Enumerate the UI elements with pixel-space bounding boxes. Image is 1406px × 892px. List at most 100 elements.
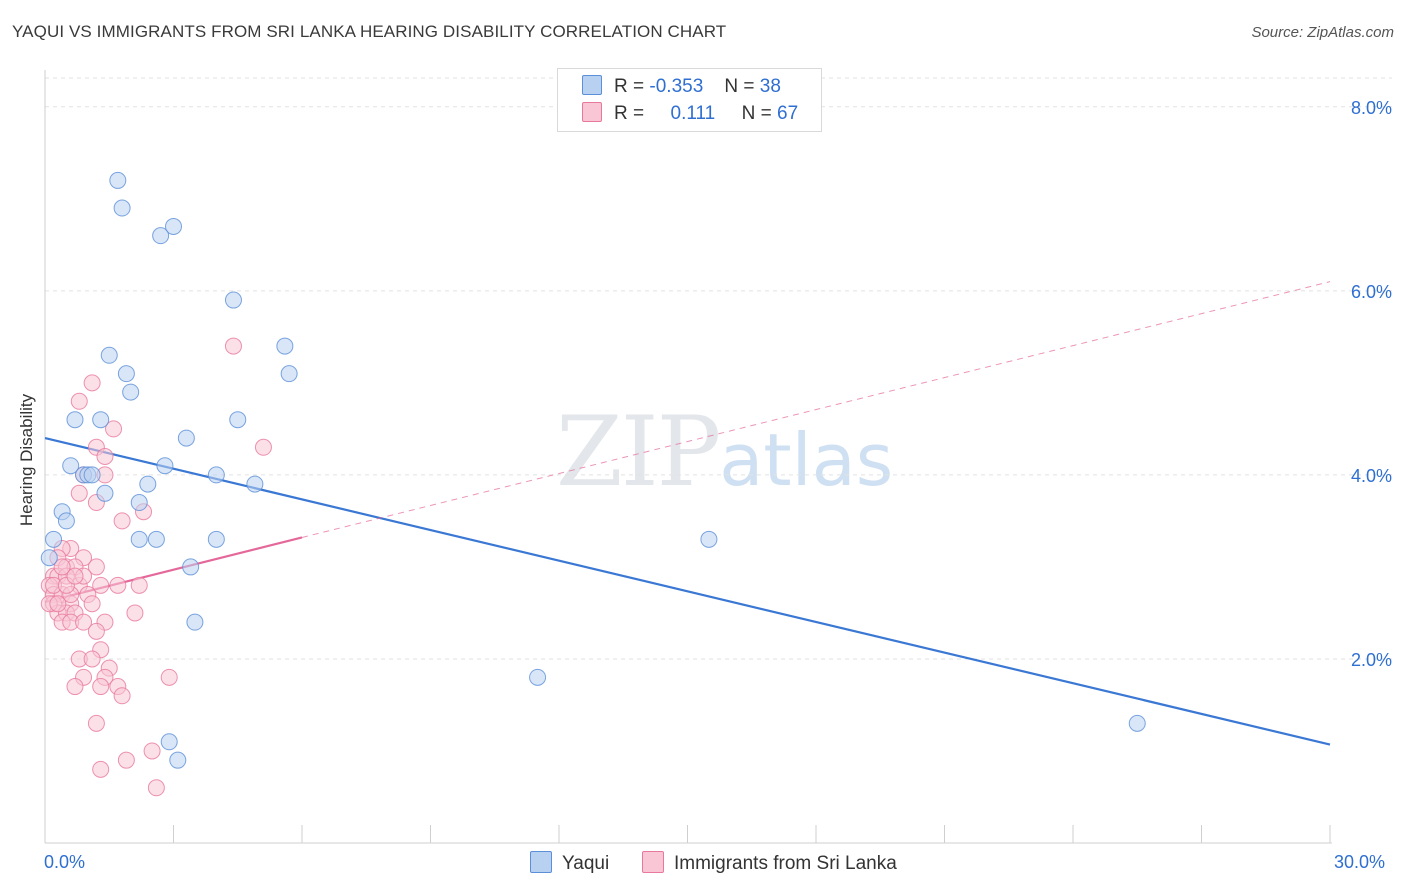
yaqui-point [57, 512, 75, 530]
legend-n-label: N = [741, 103, 772, 124]
yaqui-point [280, 365, 298, 383]
y-tick-label: 2.0% [1351, 650, 1392, 670]
srilanka-point [66, 678, 84, 696]
yaqui-point [66, 411, 84, 429]
bottom-legend-yaqui: Yaqui [530, 851, 609, 875]
axes [44, 70, 1332, 844]
yaqui-point [130, 530, 148, 548]
srilanka-point [113, 512, 131, 530]
yaqui-point [92, 411, 110, 429]
srilanka-point [109, 576, 127, 594]
yaqui-point [122, 383, 140, 401]
x-tick-label-min: 0.0% [44, 852, 86, 872]
bottom-legend-srilanka: Immigrants from Sri Lanka [642, 851, 897, 875]
yaqui-point [62, 457, 80, 475]
yaqui-point [45, 530, 63, 548]
source-label: Source: ZipAtlas.com [1251, 24, 1394, 41]
srilanka-point [160, 668, 178, 686]
srilanka-point [66, 567, 84, 585]
yaqui-point [160, 733, 178, 751]
legend-r-label: R = [614, 76, 645, 97]
legend-r-value-srilanka: 0.111 [670, 103, 716, 124]
trendline-srilanka-extrapolated [301, 281, 1331, 538]
yaqui-point [169, 751, 187, 769]
yaqui-point [700, 530, 718, 548]
yaqui-point [246, 475, 264, 493]
yaqui-point [113, 199, 131, 217]
srilanka-point [130, 576, 148, 594]
legend-r-value-yaqui: -0.353 [649, 76, 704, 97]
y-tick-label: 8.0% [1351, 98, 1392, 118]
trendline-yaqui [44, 437, 1331, 746]
srilanka-point [49, 595, 67, 613]
yaqui-point [130, 494, 148, 512]
legend-row-yaqui: R = -0.353 N = 38 [582, 75, 781, 98]
yaqui-point [182, 558, 200, 576]
yaqui-point [186, 613, 204, 631]
bottom-legend-label-yaqui: Yaqui [562, 853, 610, 874]
yaqui-point [139, 475, 157, 493]
y-axis-title: Hearing Disability [17, 393, 36, 526]
srilanka-point [53, 558, 71, 576]
srilanka-point [87, 622, 105, 640]
yaqui-point [96, 484, 114, 502]
srilanka-point [83, 374, 101, 392]
yaqui-point [529, 668, 547, 686]
legend-row-srilanka: R = 0.111 N = 67 [582, 102, 798, 125]
grid-lines [45, 77, 1392, 660]
yaqui-point [156, 457, 174, 475]
yaqui-point [177, 429, 195, 447]
yaqui-point [207, 530, 225, 548]
srilanka-point [70, 392, 88, 410]
srilanka-point [92, 576, 110, 594]
srilanka-point [92, 678, 110, 696]
legend-n-value-yaqui: 38 [759, 76, 781, 97]
bottom-legend-swatch-srilanka [642, 851, 664, 873]
srilanka-point [224, 337, 242, 355]
yaqui-point [100, 346, 118, 364]
legend-r-label: R = [614, 103, 645, 124]
legend-n-value-srilanka: 67 [777, 103, 799, 124]
srilanka-point [147, 779, 165, 797]
yaqui-point [276, 337, 294, 355]
srilanka-point [143, 742, 161, 760]
legend-n-label: N = [724, 76, 755, 97]
srilanka-point [105, 420, 123, 438]
yaqui-point [229, 411, 247, 429]
srilanka-point [113, 687, 131, 705]
yaqui-point [117, 365, 135, 383]
yaqui-point [207, 466, 225, 484]
srilanka-point [92, 760, 110, 778]
legend-swatch-yaqui [582, 75, 602, 95]
srilanka-point [96, 448, 114, 465]
y-tick-labels: 2.0% 4.0% 6.0% 8.0% [1351, 98, 1392, 670]
srilanka-point [117, 751, 135, 769]
legend-swatch-srilanka [582, 102, 602, 122]
yaqui-point [152, 227, 170, 245]
legend-box: R = -0.353 N = 38 R = 0.111 N = 67 [557, 68, 822, 132]
yaqui-point [224, 291, 242, 309]
y-tick-label: 6.0% [1351, 282, 1392, 302]
bottom-legend-label-srilanka: Immigrants from Sri Lanka [674, 853, 897, 874]
yaqui-point [83, 466, 101, 484]
yaqui-point [109, 171, 127, 189]
srilanka-point [254, 438, 272, 456]
yaqui-point [147, 530, 165, 548]
srilanka-point [75, 613, 93, 631]
y-tick-label: 4.0% [1351, 466, 1392, 486]
watermark: ZIPatlas [556, 396, 893, 508]
x-tick-label-max: 30.0% [1334, 852, 1386, 872]
watermark-atlas: atlas [719, 418, 894, 502]
yaqui-point [1128, 714, 1146, 732]
chart-title: YAQUI VS IMMIGRANTS FROM SRI LANKA HEARI… [12, 22, 727, 41]
yaqui-point [165, 217, 182, 235]
srilanka-point [87, 714, 105, 732]
srilanka-point [70, 484, 88, 502]
watermark-zip: ZIP [556, 396, 721, 508]
srilanka-point [126, 604, 144, 622]
data-points [40, 171, 1146, 797]
srilanka-point [87, 558, 105, 576]
yaqui-point [40, 549, 58, 567]
srilanka-point [83, 595, 101, 613]
